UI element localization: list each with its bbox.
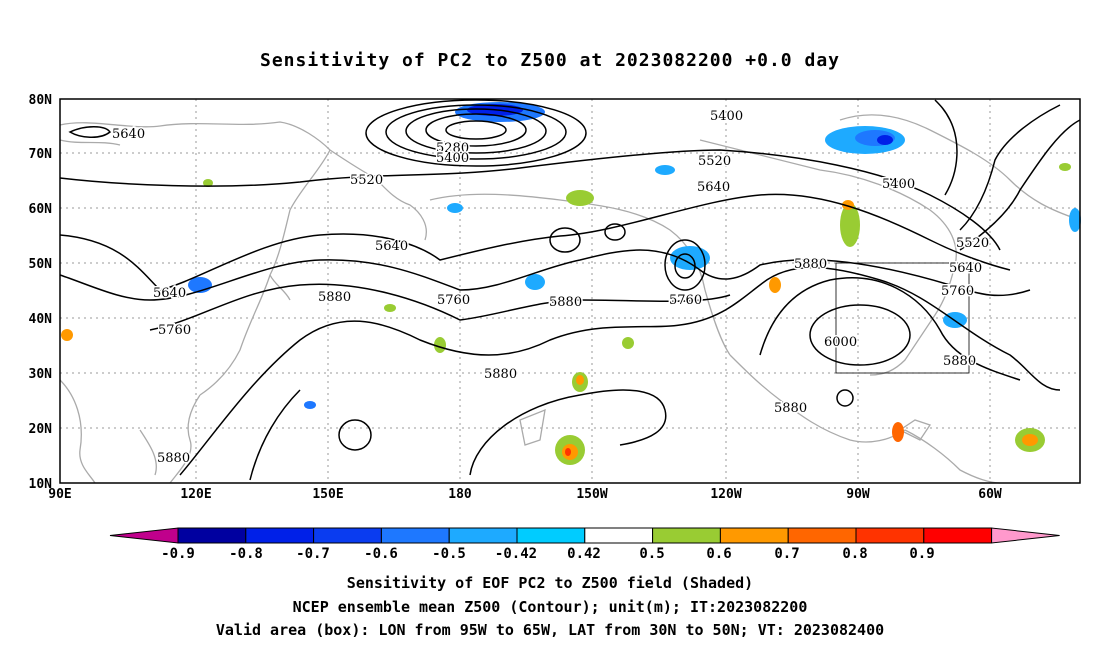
colorbar-labels: -0.9 -0.8 -0.7 -0.6 -0.5 -0.42 0.42 0.5 … [161,546,935,562]
contour-label: 5880 [794,257,827,272]
contour-label: 5640 [375,239,408,254]
caption-line-3: Valid area (box): LON from 95W to 65W, L… [215,621,885,639]
colorbar-segment [855,527,925,544]
contour-label: 5760 [437,293,470,308]
lat-label: 60N [29,202,53,217]
lon-label: 90W [846,487,870,502]
colorbar-label: 0.7 [774,546,799,562]
lon-label: 150W [576,487,607,502]
contour-label: 5880 [549,295,582,310]
map-frame [59,98,1081,484]
colorbar-label: 0.6 [706,546,731,562]
grid-lines [60,99,1080,483]
contour-label: 5760 [669,293,702,308]
colorbar [109,527,1060,544]
colorbar-high-triangle [991,527,1060,544]
colorbar-label: -0.6 [364,546,398,562]
contour-label: 5640 [949,261,982,276]
lon-label: 90E [48,487,71,502]
colorbar-label: -0.42 [495,546,537,562]
lon-label: 60W [978,487,1002,502]
contour-label: 5640 [153,286,186,301]
lat-label: 50N [29,257,53,272]
caption-line-2: NCEP ensemble mean Z500 (Contour); unit(… [292,598,808,616]
colorbar-segment [652,527,721,544]
colorbar-label: 0.8 [842,546,867,562]
lon-labels: 90E 120E 150E 180 150W 120W 90W 60W [48,487,1002,502]
contour-label: 5880 [774,401,807,416]
lat-label: 40N [29,312,53,327]
contour-label: 5880 [484,367,517,382]
contour-label: 5520 [956,236,989,251]
caption-line-1: Sensitivity of EOF PC2 to Z500 field (Sh… [346,574,754,592]
colorbar-label: 0.5 [639,546,664,562]
contour-label: 5760 [941,284,974,299]
colorbar-label: -0.7 [296,546,330,562]
contour-label: 6000 [824,335,857,350]
colorbar-low-triangle [109,527,179,544]
colorbar-segment [380,527,450,544]
colorbar-segment [719,527,789,544]
contour-label: 5280 [436,141,469,156]
coastlines [59,114,1081,484]
colorbar-segment [584,527,654,544]
contour-label: 5400 [710,109,743,124]
map-area [60,99,1080,483]
lat-labels: 80N 70N 60N 50N 40N 30N 20N 10N [29,93,53,492]
lat-label: 10N [29,477,53,492]
colorbar-segment [448,527,518,544]
contour-label: 5400 [436,151,469,166]
lat-label: 80N [29,93,53,108]
colorbar-label: -0.5 [432,546,466,562]
contour-label: 5640 [697,180,730,195]
lat-label: 30N [29,367,53,382]
chart-title: Sensitivity of PC2 to Z500 at 2023082200… [259,50,840,71]
valid-area-box [835,262,970,374]
colorbar-segment [787,527,857,544]
colorbar-label: 0.9 [909,546,934,562]
contour-label: 5520 [698,154,731,169]
lat-label: 20N [29,422,53,437]
contour-label: 5880 [318,290,351,305]
lon-label: 120W [710,487,741,502]
contour-label: 5640 [112,127,145,142]
lon-label: 150E [312,487,343,502]
z500-contours [59,99,1081,481]
colorbar-label: 0.42 [567,546,601,562]
colorbar-segment [245,527,315,544]
contour-label: 5760 [158,323,191,338]
colorbar-segment [516,527,586,544]
lat-label: 70N [29,147,53,162]
lon-label: 120E [180,487,211,502]
colorbar-label: -0.8 [229,546,263,562]
contour-label: 5880 [943,354,976,369]
colorbar-segment [923,527,993,544]
contour-labels: 5640 5520 5640 5640 5760 5880 5280 5400 … [111,108,991,468]
colorbar-segment [177,527,247,544]
lon-label: 180 [448,487,472,502]
contour-label: 5400 [882,177,915,192]
contour-label: 5880 [157,451,190,466]
colorbar-label: -0.9 [161,546,195,562]
contour-label: 5520 [350,173,383,188]
colorbar-segment [313,527,382,544]
